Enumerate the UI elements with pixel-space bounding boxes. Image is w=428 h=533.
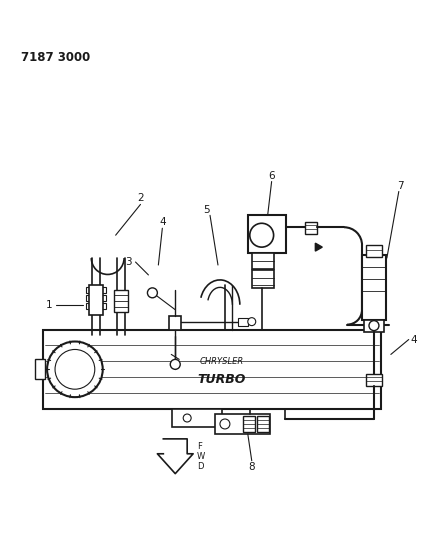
Circle shape bbox=[248, 318, 256, 326]
Bar bbox=[243, 416, 255, 432]
Text: 6: 6 bbox=[268, 171, 275, 181]
Text: 8: 8 bbox=[248, 462, 255, 472]
Text: CHRYSLER: CHRYSLER bbox=[200, 357, 244, 366]
Bar bbox=[89, 285, 103, 314]
Circle shape bbox=[147, 288, 158, 298]
Bar bbox=[172, 409, 222, 427]
Bar bbox=[257, 416, 269, 432]
Circle shape bbox=[55, 350, 95, 389]
Bar bbox=[362, 255, 386, 320]
Bar bbox=[43, 329, 381, 409]
Bar bbox=[366, 245, 382, 257]
Bar bbox=[252, 270, 273, 288]
Text: 2: 2 bbox=[137, 193, 144, 204]
Text: 7: 7 bbox=[398, 181, 404, 190]
Bar bbox=[86, 303, 106, 309]
Bar bbox=[215, 414, 270, 434]
Text: 4: 4 bbox=[159, 217, 166, 227]
Bar bbox=[366, 374, 382, 386]
Text: 1: 1 bbox=[46, 300, 52, 310]
Text: TURBO: TURBO bbox=[198, 373, 246, 386]
Text: W: W bbox=[197, 453, 205, 461]
Bar bbox=[86, 287, 106, 293]
Bar bbox=[114, 290, 128, 312]
Circle shape bbox=[170, 359, 180, 369]
Bar bbox=[35, 359, 45, 379]
Circle shape bbox=[250, 223, 273, 247]
Text: 5: 5 bbox=[203, 205, 209, 215]
Text: 7187 3000: 7187 3000 bbox=[21, 51, 90, 64]
Text: 3: 3 bbox=[125, 257, 132, 267]
Bar bbox=[169, 316, 181, 329]
Bar bbox=[86, 295, 106, 301]
Bar bbox=[306, 222, 317, 234]
Bar bbox=[364, 320, 384, 332]
Polygon shape bbox=[315, 243, 322, 251]
Text: D: D bbox=[197, 462, 204, 471]
Circle shape bbox=[369, 321, 379, 330]
Bar bbox=[248, 215, 285, 253]
Text: F: F bbox=[197, 442, 202, 451]
Bar bbox=[238, 318, 248, 326]
Text: 4: 4 bbox=[410, 335, 417, 344]
Bar bbox=[252, 253, 273, 269]
Circle shape bbox=[47, 342, 103, 397]
Circle shape bbox=[220, 419, 230, 429]
